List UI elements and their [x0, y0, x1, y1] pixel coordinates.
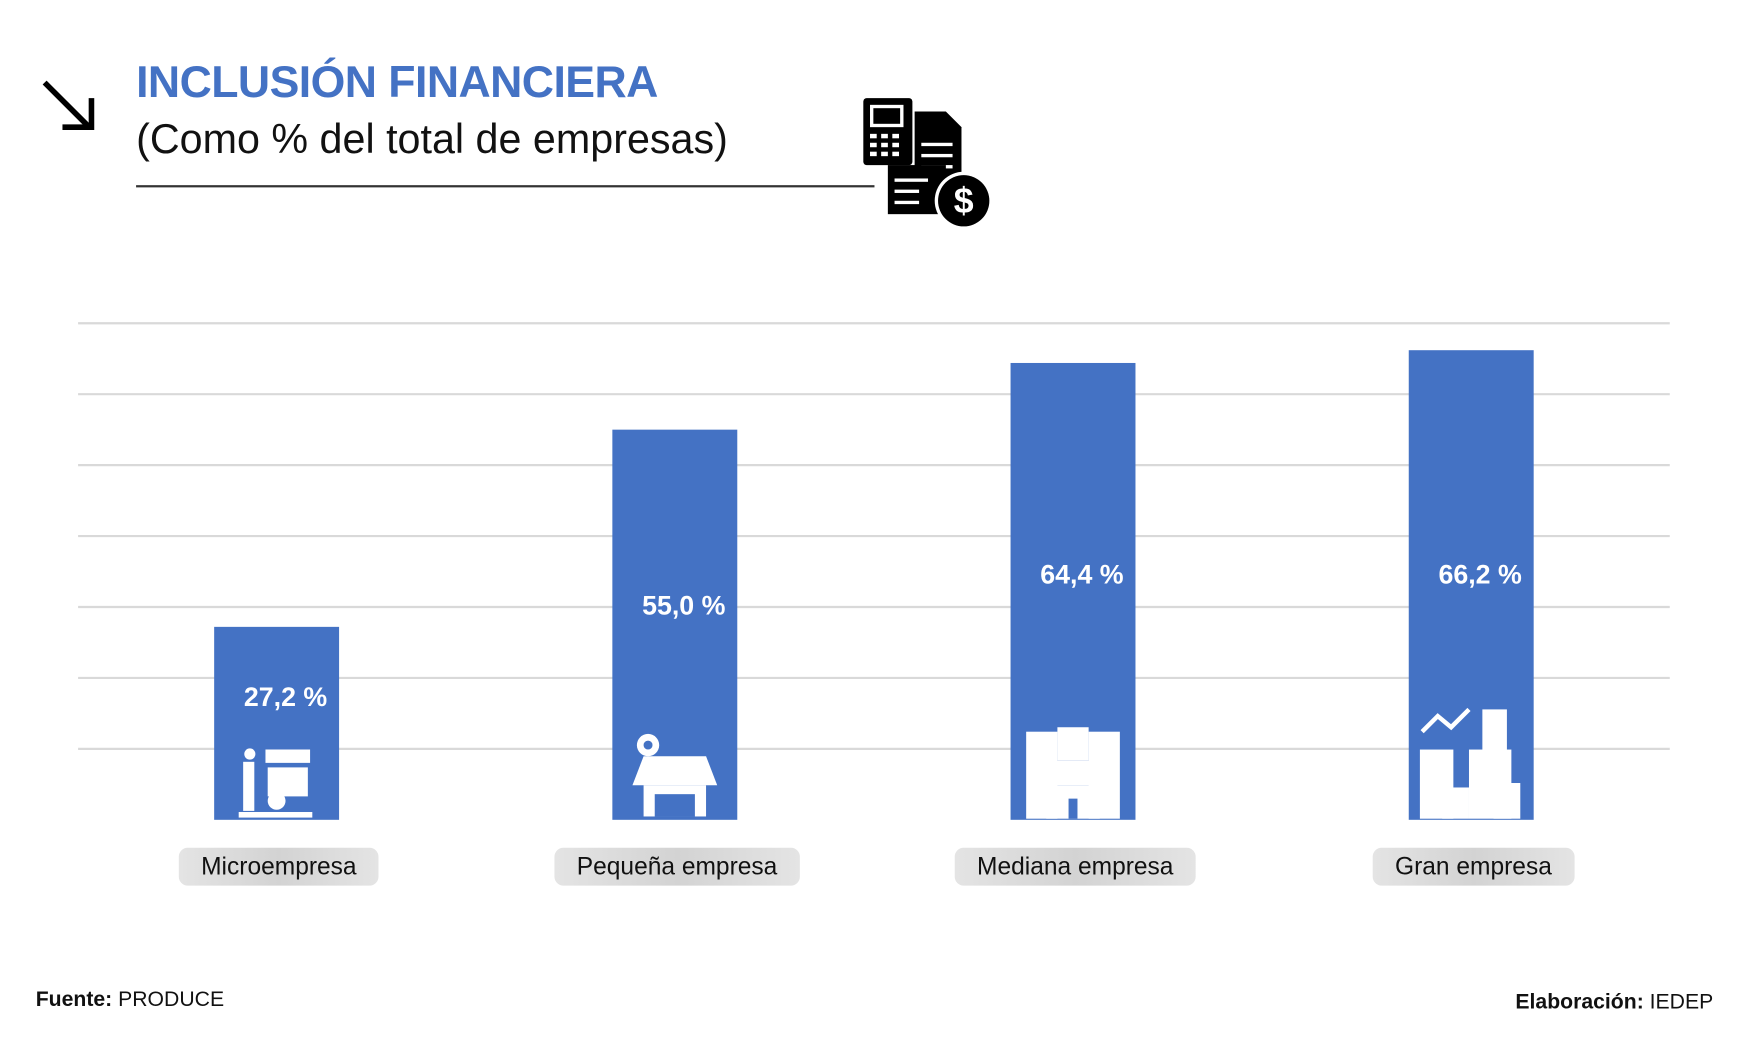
value-label: 64,4 %	[1040, 559, 1124, 591]
category-label: Gran empresa	[1372, 847, 1575, 886]
source-value: PRODUCE	[118, 988, 225, 1012]
category-label: Pequeña empresa	[554, 847, 800, 886]
page-subtitle: (Como % del total de empresas)	[136, 116, 728, 162]
building-store-icon	[1026, 727, 1120, 819]
street-vendor-icon	[238, 748, 313, 818]
svg-text:$: $	[954, 181, 974, 221]
value-label: 27,2 %	[243, 682, 328, 713]
category-label: Mediana empresa	[954, 847, 1196, 886]
page-title: INCLUSIÓN FINANCIERA	[136, 58, 658, 108]
calculator-invoice-dollar-icon: $	[863, 98, 993, 230]
city-growth-icon	[1419, 707, 1521, 819]
title-divider	[136, 185, 875, 188]
bar-3	[1408, 350, 1534, 820]
category-label: Microempresa	[178, 847, 379, 886]
credit-value: IEDEP	[1649, 990, 1714, 1014]
credit-note: Elaboración: IEDEP	[1515, 990, 1713, 1015]
source-note: Fuente: PRODUCE	[36, 988, 224, 1013]
value-label: 55,0 %	[642, 591, 726, 622]
arrow-down-right-icon	[42, 80, 95, 130]
source-label: Fuente:	[35, 988, 113, 1012]
value-label: 66,2 %	[1438, 559, 1522, 591]
shop-icon	[632, 733, 718, 817]
credit-label: Elaboración:	[1515, 990, 1644, 1014]
bar-1	[612, 429, 738, 820]
